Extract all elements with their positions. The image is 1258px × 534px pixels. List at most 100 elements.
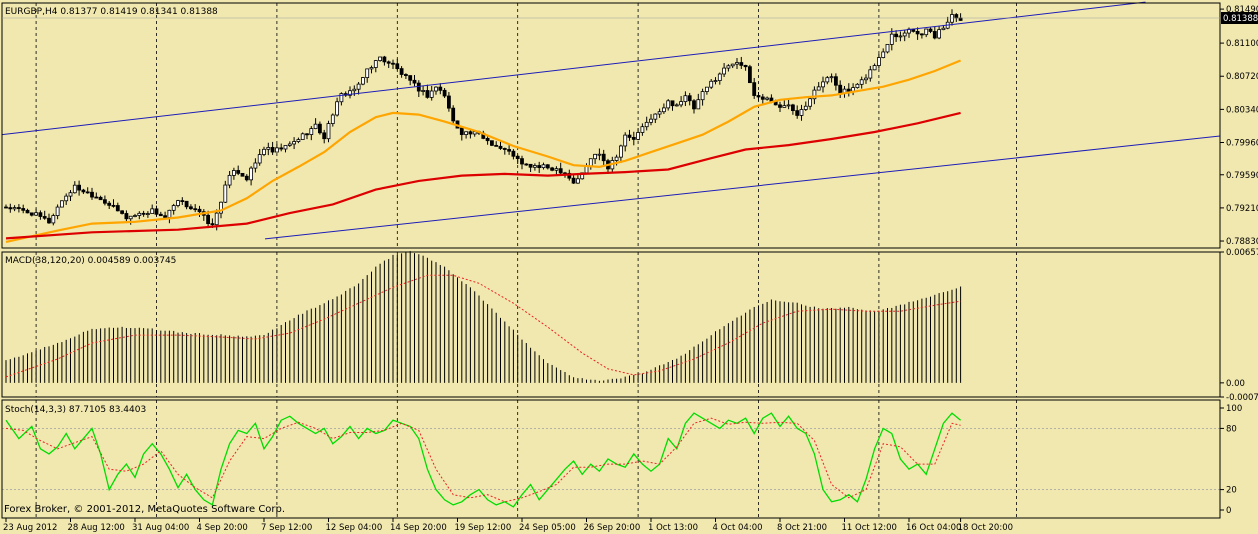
candle-body xyxy=(77,184,81,191)
candle-body xyxy=(8,207,13,210)
candle-body xyxy=(111,204,116,207)
candle-body xyxy=(64,195,69,202)
candle-body xyxy=(348,90,352,96)
candle-body xyxy=(885,44,890,53)
candle-body xyxy=(838,84,843,94)
panel-frame xyxy=(1,399,1221,519)
candle-body xyxy=(864,77,868,81)
time-axis-label: 19 Sep 12:00 xyxy=(455,523,512,533)
candle-body xyxy=(588,158,593,167)
candle-body xyxy=(210,223,215,226)
candle-body xyxy=(726,65,731,69)
candle-body xyxy=(120,210,124,214)
candle-body xyxy=(683,95,688,103)
candle-body xyxy=(541,164,546,169)
stoch-axis-tick-label: 20 xyxy=(1226,486,1237,496)
candle-body xyxy=(791,104,795,112)
candle-body xyxy=(369,67,374,70)
candle-body xyxy=(855,83,860,89)
candle-body xyxy=(158,213,163,217)
candle-body xyxy=(352,88,357,92)
macd-signal-line xyxy=(5,274,961,378)
price-axis-tick-label: 0.79960 xyxy=(1226,139,1258,149)
candle-body xyxy=(98,196,103,201)
time-axis-label: 8 Oct 21:00 xyxy=(777,523,827,533)
candle-body xyxy=(249,167,254,181)
candle-body xyxy=(528,163,533,168)
macd-panel xyxy=(5,251,962,383)
candle-body xyxy=(649,118,653,123)
channel-line-lower xyxy=(264,135,1221,240)
candle-body xyxy=(227,174,232,186)
candle-body xyxy=(365,68,370,78)
candle-body xyxy=(326,123,331,140)
candle-body xyxy=(262,148,266,155)
price-axis: 0.81490 0.81100 0.80720 0.80340 0.79960 0.795… xyxy=(2,5,1258,516)
current-price-tag xyxy=(1221,11,1258,24)
candle-body xyxy=(713,80,718,82)
candle-body xyxy=(51,215,56,224)
candle-body xyxy=(4,206,8,209)
candle-body xyxy=(197,208,202,213)
candle-body xyxy=(954,14,959,19)
candle-body xyxy=(524,163,529,166)
candle-body xyxy=(786,104,791,107)
time-axis-label: 31 Aug 04:00 xyxy=(132,523,189,533)
candle-body xyxy=(558,168,563,174)
candle-body xyxy=(55,206,60,216)
candle-body xyxy=(932,31,937,39)
candle-body xyxy=(795,110,800,116)
candle-body xyxy=(12,207,17,210)
candle-body xyxy=(382,56,387,63)
candle-body xyxy=(395,63,400,69)
candle-body xyxy=(597,153,602,156)
candle-body xyxy=(240,172,245,177)
symbol-header: EURGBP,H4 0.81377 0.81419 0.81341 0.8138… xyxy=(5,7,218,17)
candle-body xyxy=(330,114,335,124)
candle-body xyxy=(283,145,288,150)
candle-body xyxy=(816,86,821,91)
panel-frame xyxy=(1,251,1221,398)
candle-body xyxy=(451,107,456,122)
candle-body xyxy=(924,28,929,36)
candle-body xyxy=(206,214,211,225)
candle-body xyxy=(872,65,877,71)
candle-body xyxy=(812,89,817,100)
candle-body xyxy=(533,165,537,168)
candle-body xyxy=(730,63,735,67)
candle-body xyxy=(859,79,864,85)
candle-body xyxy=(68,192,73,197)
time-axis-label: 4 Sep 20:00 xyxy=(197,523,248,533)
candle-body xyxy=(253,162,258,169)
candle-body xyxy=(958,17,963,21)
candle-body xyxy=(193,208,198,211)
candle-body xyxy=(188,206,193,210)
candle-body xyxy=(214,212,219,226)
candle-body xyxy=(287,143,292,146)
time-axis-label: 16 Oct 04:00 xyxy=(906,523,961,533)
candle-body xyxy=(163,215,168,218)
candle-body xyxy=(739,62,744,66)
candle-body xyxy=(550,167,554,171)
candle-body xyxy=(511,150,516,157)
candle-body xyxy=(640,126,645,133)
candle-body xyxy=(941,27,946,31)
candle-body xyxy=(137,212,142,216)
candle-body xyxy=(920,33,924,36)
candle-body xyxy=(666,100,671,109)
candle-body xyxy=(38,212,43,217)
candle-body xyxy=(94,196,99,199)
candle-body xyxy=(653,113,658,120)
macd-label: MACD(38,120,20) 0.004589 0.003745 xyxy=(5,256,176,266)
candle-body xyxy=(279,147,284,150)
candle-body xyxy=(545,164,550,169)
candle-body xyxy=(782,105,787,108)
candle-body xyxy=(180,200,185,202)
candle-body xyxy=(808,98,812,107)
price-axis-tick-label: 0.79590 xyxy=(1226,171,1258,181)
time-axis-label: 11 Oct 12:00 xyxy=(842,523,897,533)
candle-body xyxy=(692,100,696,110)
candle-body xyxy=(438,86,443,91)
candle-body xyxy=(145,213,150,215)
